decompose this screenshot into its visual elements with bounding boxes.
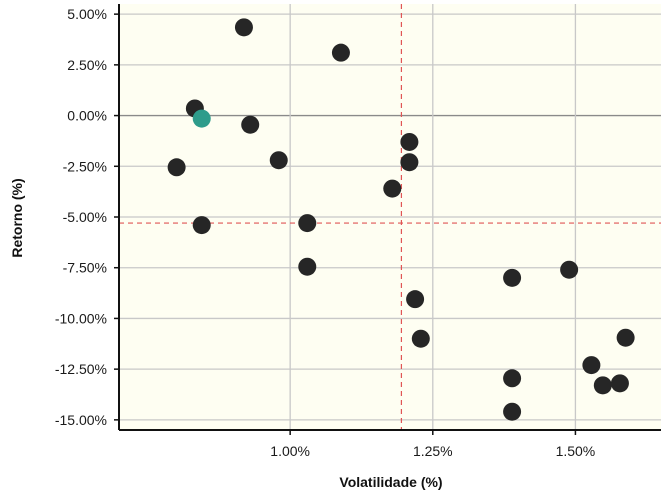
y-tick-label: -15.00% bbox=[55, 412, 107, 428]
data-point bbox=[503, 369, 522, 388]
highlighted-data-point bbox=[192, 109, 211, 128]
data-point bbox=[411, 329, 430, 348]
data-point bbox=[331, 43, 350, 62]
y-tick-label: -2.50% bbox=[63, 158, 107, 174]
y-tick-label: -5.00% bbox=[63, 209, 107, 225]
data-point bbox=[560, 260, 579, 279]
y-tick-label: 2.50% bbox=[67, 57, 107, 73]
data-point bbox=[383, 179, 402, 198]
y-tick-label: -7.50% bbox=[63, 260, 107, 276]
data-point bbox=[406, 290, 425, 309]
y-axis-ticks: 5.00% 2.50% 0.00% -2.50% -5.00% -7.50% -10.00%… bbox=[55, 6, 119, 428]
y-tick-label: -10.00% bbox=[55, 310, 107, 326]
y-tick-label: -12.50% bbox=[55, 361, 107, 377]
data-point bbox=[503, 268, 522, 287]
x-axis-title: Volatilidade (%) bbox=[339, 474, 442, 490]
data-point bbox=[269, 151, 288, 170]
y-tick-label: 0.00% bbox=[67, 108, 107, 124]
data-point bbox=[234, 18, 253, 37]
data-point bbox=[582, 356, 601, 375]
y-tick-label: 5.00% bbox=[67, 6, 107, 22]
data-points bbox=[167, 18, 635, 421]
data-point bbox=[610, 374, 629, 393]
x-tick-label: 1.00% bbox=[270, 443, 310, 459]
x-tick-label: 1.50% bbox=[556, 443, 596, 459]
data-point bbox=[298, 257, 317, 276]
data-point bbox=[167, 158, 186, 177]
data-point bbox=[503, 402, 522, 421]
data-point bbox=[298, 214, 317, 233]
x-tick-label: 1.25% bbox=[413, 443, 453, 459]
x-axis-ticks: 1.00% 1.25% 1.50% bbox=[270, 430, 595, 459]
data-point bbox=[241, 115, 260, 134]
data-point bbox=[400, 132, 419, 151]
data-point bbox=[400, 153, 419, 172]
y-axis-title: Retorno (%) bbox=[9, 178, 25, 257]
data-point bbox=[593, 376, 612, 395]
data-point bbox=[616, 328, 635, 347]
data-point bbox=[192, 216, 211, 235]
